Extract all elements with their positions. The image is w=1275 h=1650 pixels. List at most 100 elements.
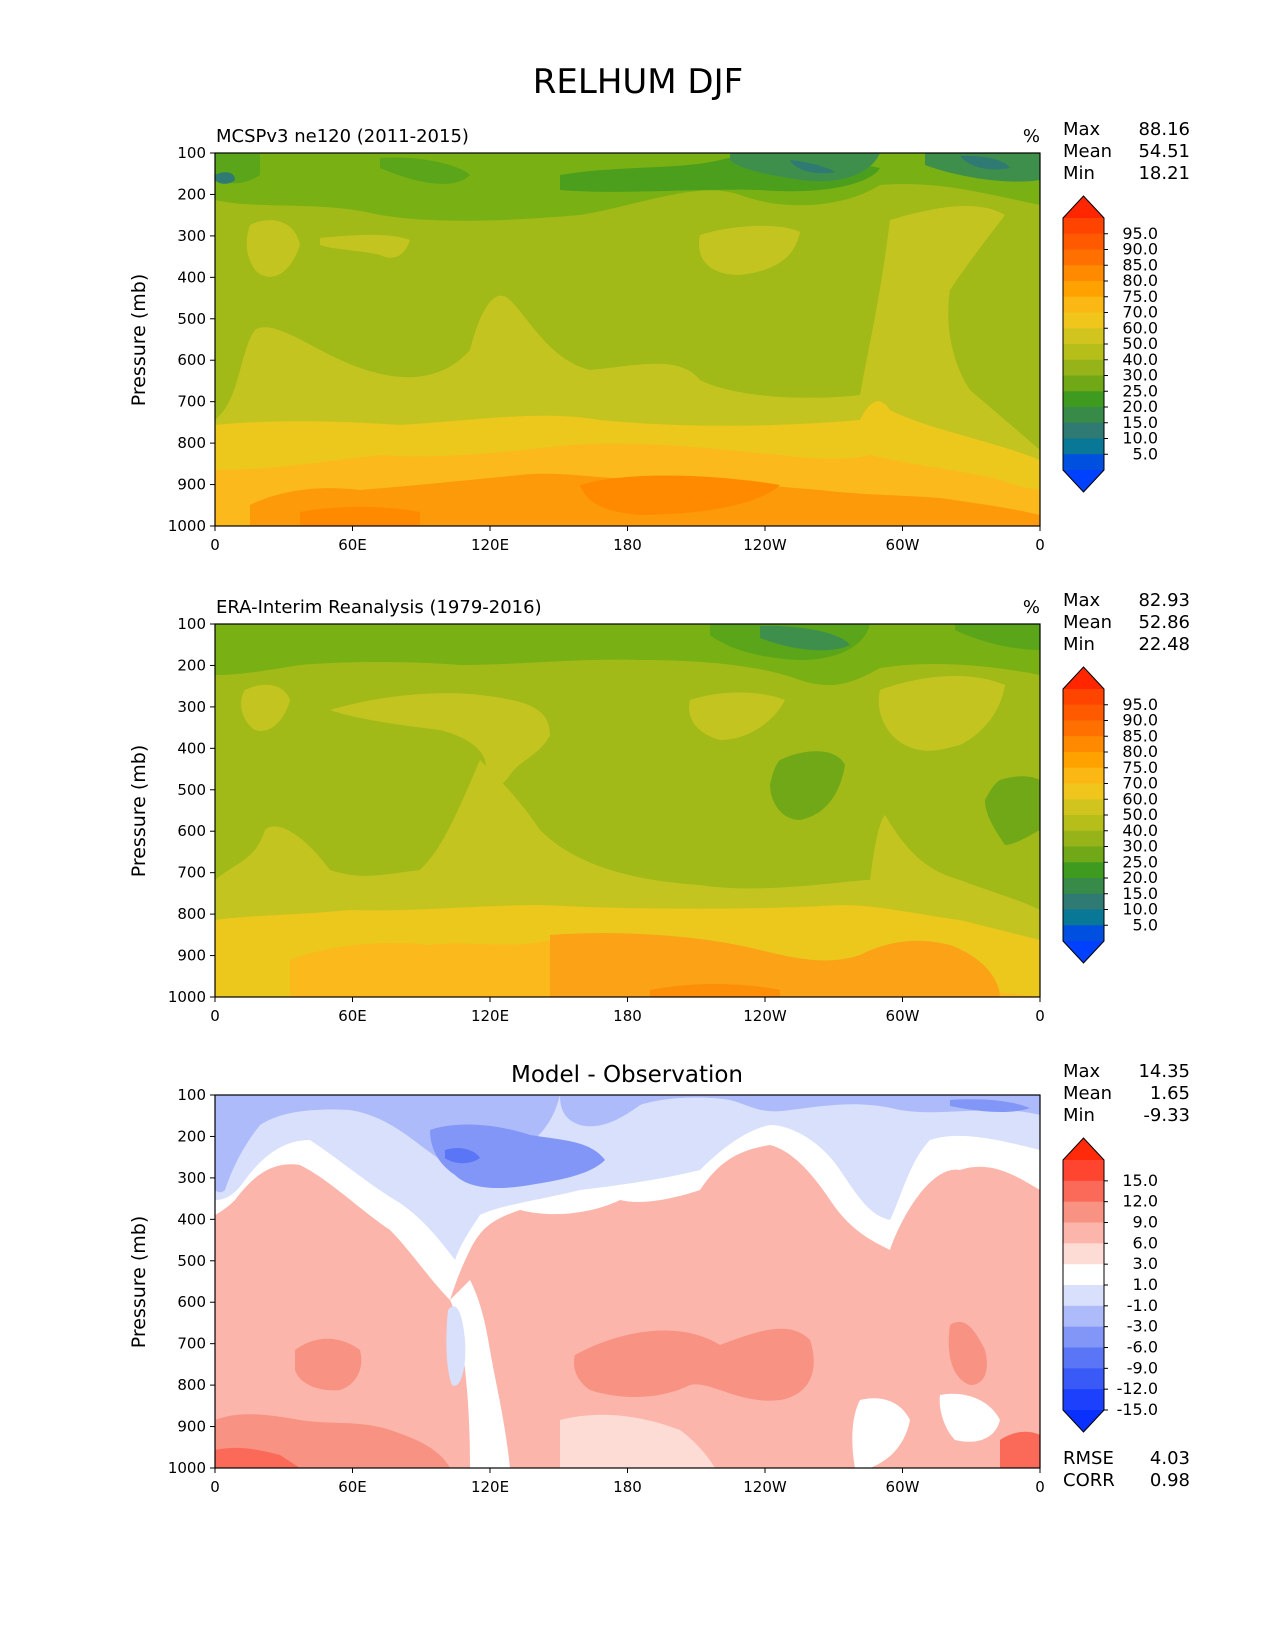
contour-band — [446, 1306, 466, 1386]
stat-label: Max — [1063, 1061, 1101, 1082]
y-tick-label: 300 — [177, 1169, 206, 1187]
x-tick-label: 180 — [613, 1007, 642, 1025]
colorbar-swatch — [1063, 233, 1104, 251]
y-tick-label: 1000 — [168, 988, 206, 1006]
colorbar-outline — [1062, 195, 1105, 493]
colorbar-label: -15.0 — [1117, 1400, 1158, 1419]
contour-band — [790, 160, 835, 174]
y-tick-label: 800 — [177, 434, 206, 452]
colorbar-outline — [1062, 666, 1105, 964]
colorbar-swatch — [1063, 438, 1104, 455]
colorbar-label: 70.0 — [1122, 774, 1158, 793]
colorbar-swatch — [1063, 909, 1104, 926]
colorbar-swatch — [1063, 1347, 1104, 1369]
colorbar-swatch — [1063, 1389, 1104, 1411]
colorbar-extend-top — [1063, 196, 1104, 218]
colorbar-label: 50.0 — [1122, 805, 1158, 824]
colorbar-label: 5.0 — [1133, 444, 1158, 463]
colorbar-swatch — [1063, 720, 1104, 737]
colorbar: 95.090.085.080.075.070.060.050.040.030.0… — [1062, 666, 1158, 964]
y-tick-label: 900 — [177, 476, 206, 494]
x-tick-label: 60E — [338, 1478, 367, 1496]
y-tick-label: 300 — [177, 227, 206, 245]
colorbar-swatch — [1063, 249, 1104, 266]
colorbar-swatch — [1063, 1264, 1104, 1286]
contour-band — [650, 984, 780, 997]
panel-title: MCSPv3 ne120 (2011-2015) — [216, 126, 469, 147]
colorbar-swatch — [1063, 815, 1104, 832]
colorbar-label: 60.0 — [1122, 789, 1158, 808]
x-tick-label: 0 — [210, 536, 220, 554]
colorbar-swatch — [1063, 925, 1104, 942]
stat-value: -9.33 — [1143, 1105, 1190, 1126]
stat-value: 4.03 — [1150, 1448, 1190, 1469]
colorbar-label: -12.0 — [1117, 1379, 1158, 1398]
colorbar-label: 85.0 — [1122, 255, 1158, 274]
y-tick-label: 200 — [177, 185, 206, 203]
colorbar-label: 40.0 — [1122, 821, 1158, 840]
colorbar-label: 80.0 — [1122, 271, 1158, 290]
panel-model: MCSPv3 ne120 (2011-2015) % Pressure (mb)… — [128, 119, 1190, 554]
contour-band — [960, 155, 1010, 170]
colorbar-swatch — [1063, 846, 1104, 863]
x-ticks: 0 60E 120E 180 120W 60W 0 — [210, 526, 1045, 554]
contour-band — [939, 1393, 1000, 1442]
stat-value: 18.21 — [1138, 163, 1190, 184]
contour-band — [380, 157, 470, 184]
colorbar-swatch — [1063, 328, 1104, 345]
stat-value: 14.35 — [1138, 1061, 1190, 1082]
y-tick-label: 800 — [177, 905, 206, 923]
colorbar-label: 10.0 — [1122, 900, 1158, 919]
contour-field-difference — [215, 1095, 1040, 1468]
colorbar-swatch — [1063, 1368, 1104, 1390]
colorbar-swatch — [1063, 454, 1104, 471]
contour-band — [560, 1414, 715, 1468]
colorbar-label: 3.0 — [1133, 1254, 1158, 1273]
contour-band — [445, 1147, 480, 1164]
y-axis-label: Pressure (mb) — [128, 274, 150, 407]
colorbar-label: 10.0 — [1122, 429, 1158, 448]
contour-band — [985, 776, 1040, 845]
y-axis-label: Pressure (mb) — [128, 1216, 150, 1349]
x-tick-label: 0 — [1035, 1007, 1045, 1025]
stat-value: 1.65 — [1150, 1083, 1190, 1104]
colorbar-swatch — [1063, 391, 1104, 408]
x-tick-label: 60W — [886, 1478, 920, 1496]
y-tick-label: 200 — [177, 656, 206, 674]
colorbar-swatch — [1063, 1326, 1104, 1349]
colorbar-swatch — [1063, 344, 1104, 361]
contour-band — [330, 693, 550, 785]
colorbar-extend-bottom — [1063, 470, 1104, 492]
colorbar-label: 9.0 — [1133, 1213, 1158, 1232]
x-tick-label: 180 — [613, 536, 642, 554]
y-tick-label: 400 — [177, 268, 206, 286]
colorbar-extend-top — [1063, 667, 1104, 689]
colorbar-label: 25.0 — [1122, 381, 1158, 400]
x-tick-label: 120E — [471, 1007, 509, 1025]
colorbar-label: 60.0 — [1122, 318, 1158, 337]
y-tick-label: 400 — [177, 739, 206, 757]
colorbar-label: 30.0 — [1122, 837, 1158, 856]
colorbar-label: 85.0 — [1122, 726, 1158, 745]
stats-block: Max 88.16 Mean 54.51 Min 18.21 — [1063, 119, 1190, 184]
y-tick-label: 1000 — [168, 517, 206, 535]
colorbar-label: 15.0 — [1122, 884, 1158, 903]
colorbar-swatch — [1063, 736, 1104, 753]
y-tick-label: 700 — [177, 393, 206, 411]
y-tick-label: 100 — [177, 615, 206, 633]
contour-band — [320, 234, 410, 258]
stat-value: 54.51 — [1138, 141, 1190, 162]
colorbar-extend-bottom — [1063, 1410, 1104, 1432]
panel-observation: ERA-Interim Reanalysis (1979-2016) % Pre… — [128, 590, 1190, 1025]
colorbar-swatch — [1063, 312, 1104, 329]
contour-band — [699, 225, 800, 275]
colorbar-swatch — [1063, 281, 1104, 298]
colorbar-label: 20.0 — [1122, 397, 1158, 416]
y-tick-label: 100 — [177, 144, 206, 162]
y-tick-label: 500 — [177, 310, 206, 328]
contour-band — [950, 1099, 1030, 1113]
colorbar-swatch — [1063, 704, 1104, 722]
stat-value: 22.48 — [1138, 634, 1190, 655]
colorbar-extend-top — [1063, 1138, 1104, 1160]
